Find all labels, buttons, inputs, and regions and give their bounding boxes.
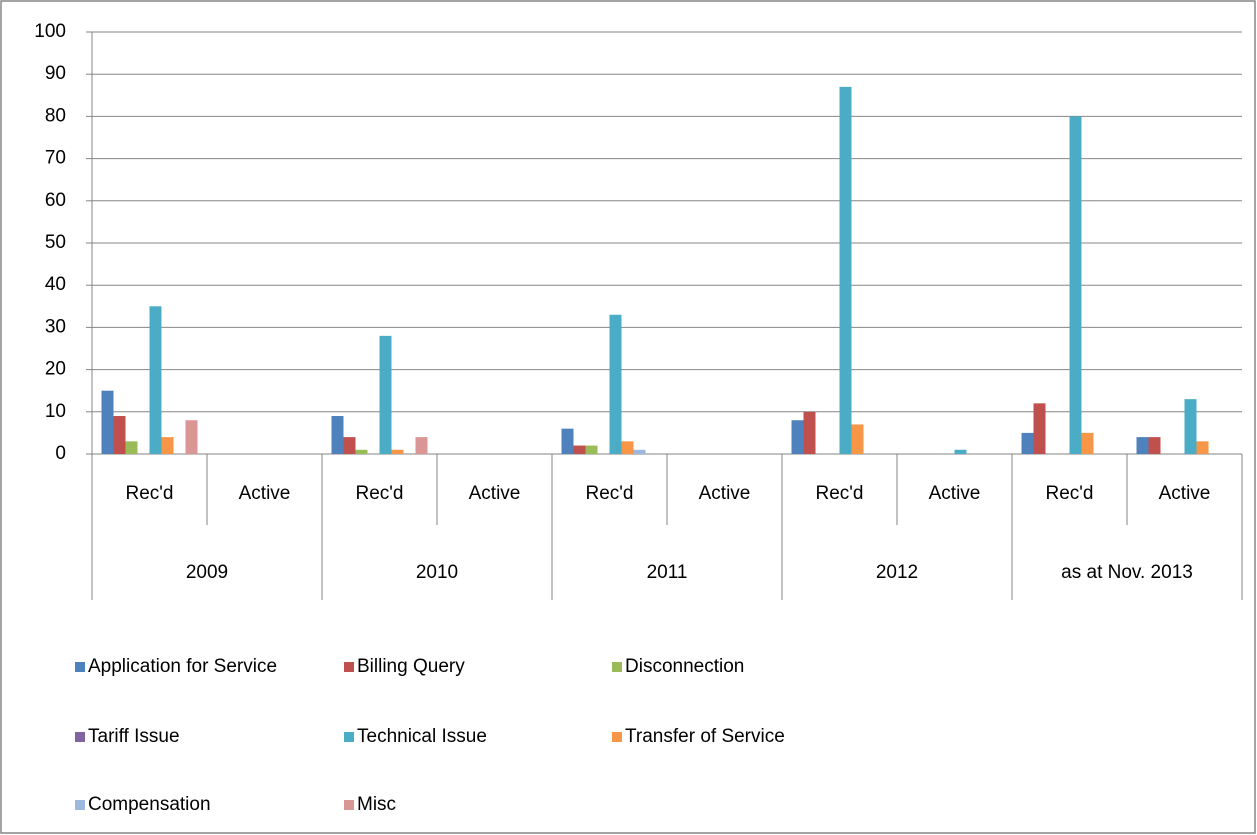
legend-label: Application for Service bbox=[88, 656, 277, 677]
x-tick-label: Active bbox=[699, 483, 751, 504]
y-tick-label: 80 bbox=[45, 105, 66, 126]
legend-label: Billing Query bbox=[357, 656, 465, 677]
legend-label: Technical Issue bbox=[357, 726, 487, 747]
bar bbox=[561, 428, 574, 454]
bar bbox=[1196, 441, 1209, 454]
x-tick-label: Rec'd bbox=[356, 483, 404, 504]
y-tick-label: 30 bbox=[45, 316, 66, 337]
bar bbox=[621, 441, 634, 454]
bar bbox=[633, 449, 646, 454]
bar bbox=[1069, 116, 1082, 455]
y-tick-label: 10 bbox=[45, 401, 66, 422]
x-tick-label: Rec'd bbox=[586, 483, 634, 504]
y-tick-label: 100 bbox=[34, 21, 66, 42]
bar bbox=[1136, 437, 1149, 454]
y-tick-label: 60 bbox=[45, 190, 66, 211]
legend-swatch bbox=[75, 662, 85, 672]
x-tick-label: Active bbox=[469, 483, 521, 504]
y-tick-label: 50 bbox=[45, 232, 66, 253]
legend-label: Transfer of Service bbox=[625, 726, 785, 747]
legend-swatch bbox=[612, 732, 622, 742]
bar bbox=[573, 445, 586, 454]
bar bbox=[609, 314, 622, 454]
y-tick-label: 90 bbox=[45, 63, 66, 84]
y-tick-label: 0 bbox=[55, 443, 66, 464]
y-tick-label: 20 bbox=[45, 359, 66, 380]
bar bbox=[1148, 437, 1161, 454]
legend-label: Misc bbox=[357, 794, 396, 815]
bar bbox=[415, 437, 428, 454]
bar bbox=[803, 411, 816, 454]
bar bbox=[355, 449, 368, 454]
bar bbox=[331, 416, 344, 454]
legend-label: Compensation bbox=[88, 794, 211, 815]
bar bbox=[1081, 432, 1094, 454]
bar bbox=[185, 420, 198, 454]
bar bbox=[125, 441, 138, 454]
bar bbox=[343, 437, 356, 454]
bar bbox=[149, 306, 162, 454]
legend-swatch bbox=[75, 732, 85, 742]
x-tick-label: Active bbox=[929, 483, 981, 504]
group-label: 2009 bbox=[186, 562, 228, 583]
group-label: 2011 bbox=[647, 562, 688, 583]
group-label: as at Nov. 2013 bbox=[1061, 562, 1193, 583]
bar bbox=[161, 437, 174, 454]
x-tick-label: Rec'd bbox=[816, 483, 864, 504]
x-tick-label: Rec'd bbox=[126, 483, 174, 504]
bar bbox=[391, 449, 404, 454]
bar bbox=[585, 445, 598, 454]
legend-swatch bbox=[344, 732, 354, 742]
legend-label: Tariff Issue bbox=[88, 726, 180, 747]
bar bbox=[1033, 403, 1046, 454]
bar bbox=[791, 420, 804, 454]
group-label: 2012 bbox=[876, 562, 918, 583]
bar bbox=[839, 86, 852, 455]
legend-swatch bbox=[344, 662, 354, 672]
legend-swatch bbox=[344, 800, 354, 810]
legend-swatch bbox=[75, 800, 85, 810]
y-tick-label: 70 bbox=[45, 148, 66, 169]
legend-swatch bbox=[612, 662, 622, 672]
bar bbox=[954, 449, 967, 454]
bar bbox=[113, 416, 126, 454]
x-tick-label: Active bbox=[1159, 483, 1211, 504]
bar bbox=[1021, 432, 1034, 454]
y-tick-label: 40 bbox=[45, 274, 66, 295]
bar bbox=[101, 390, 114, 454]
bar bbox=[379, 335, 392, 454]
bar bbox=[1184, 399, 1197, 454]
bar bbox=[851, 424, 864, 454]
legend-label: Disconnection bbox=[625, 656, 744, 677]
x-tick-label: Rec'd bbox=[1046, 483, 1094, 504]
x-tick-label: Active bbox=[239, 483, 291, 504]
group-label: 2010 bbox=[416, 562, 458, 583]
